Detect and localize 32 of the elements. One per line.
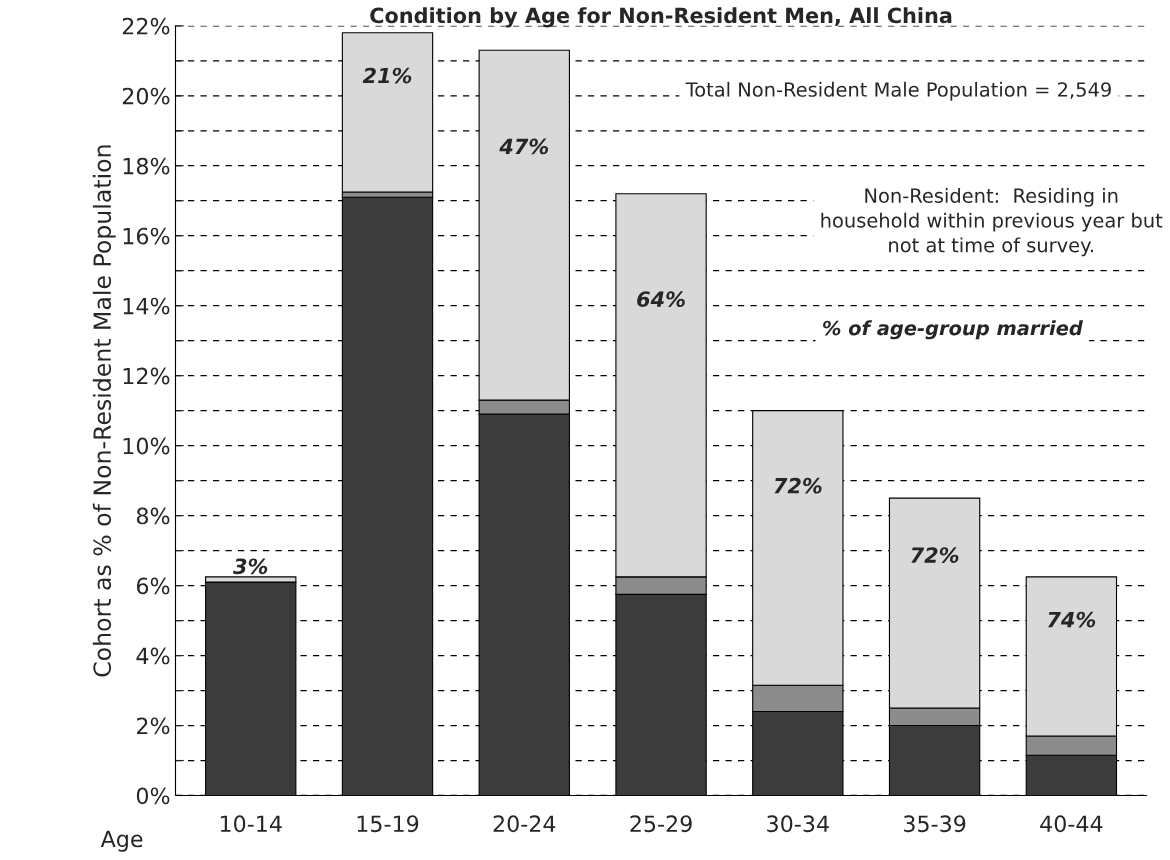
y-tick-label: 12% <box>123 367 170 385</box>
annotation: 72% <box>911 547 959 563</box>
x-tick-label: 10-14 <box>220 815 282 833</box>
y-tick-label: 0% <box>136 787 170 805</box>
y-axis-title: Cohort as % of Non-Resident Male Population <box>92 145 116 677</box>
y-tick-label: 8% <box>136 507 170 525</box>
x-axis-title: Age <box>100 830 143 852</box>
annotation: 3% <box>233 558 268 575</box>
annotation: % of age-group married <box>823 320 1083 340</box>
x-tick-label: 30-34 <box>767 815 829 833</box>
annotation: 21% <box>362 67 412 84</box>
annotation: 47% <box>499 138 549 155</box>
y-tick-label: 16% <box>123 227 170 245</box>
y-tick-label: 6% <box>136 577 170 595</box>
annotation: 64% <box>637 291 685 308</box>
annotation: Non-Resident: Residing in household within previous year but not at time of survey. <box>821 187 1163 257</box>
annotation: 72% <box>774 477 822 494</box>
y-tick-label: 10% <box>123 437 170 455</box>
y-tick-label: 22% <box>122 17 170 35</box>
y-tick-label: 2% <box>137 717 170 735</box>
annotation: 74% <box>1048 611 1096 628</box>
x-tick-label: 20-24 <box>493 815 556 833</box>
x-tick-label: 25-29 <box>630 815 692 833</box>
x-tick-label: 15-19 <box>357 815 419 833</box>
y-tick-label: 20% <box>122 87 170 105</box>
x-tick-label: 35-39 <box>904 815 966 833</box>
x-tick-label: 40-44 <box>1040 815 1103 833</box>
annotation: Total Non-Resident Male Population = 2,549 <box>685 81 1111 101</box>
y-tick-label: 14% <box>123 297 170 315</box>
y-tick-label: 4% <box>136 647 170 665</box>
chart-title: Condition by Age for Non-Resident Men, All China <box>370 7 952 28</box>
y-tick-label: 18% <box>123 157 170 175</box>
